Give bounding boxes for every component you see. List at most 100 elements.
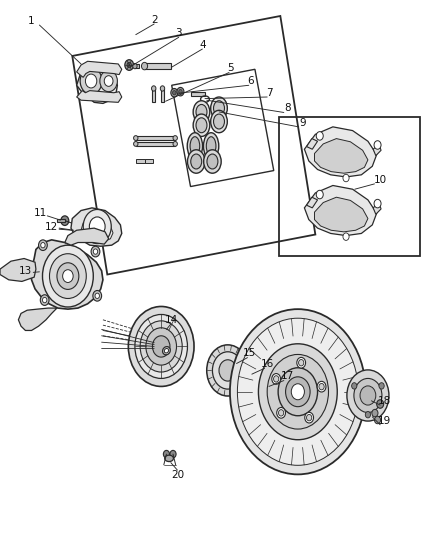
Polygon shape (304, 127, 377, 177)
Circle shape (286, 377, 310, 407)
Polygon shape (65, 228, 109, 245)
Circle shape (219, 360, 237, 381)
Ellipse shape (187, 150, 205, 173)
Ellipse shape (203, 133, 219, 159)
Circle shape (125, 60, 134, 70)
Circle shape (372, 409, 378, 417)
Circle shape (140, 321, 182, 372)
Circle shape (152, 336, 170, 357)
Text: 16: 16 (261, 359, 274, 369)
Ellipse shape (206, 137, 216, 156)
Circle shape (40, 295, 49, 305)
Circle shape (177, 87, 184, 96)
Polygon shape (77, 63, 117, 103)
Ellipse shape (134, 142, 138, 147)
Circle shape (135, 314, 187, 378)
Circle shape (133, 63, 137, 69)
Ellipse shape (214, 114, 224, 129)
Circle shape (39, 240, 47, 251)
Ellipse shape (239, 368, 256, 389)
Circle shape (179, 90, 182, 94)
Polygon shape (18, 308, 57, 330)
Bar (145, 159, 153, 163)
Text: 18: 18 (378, 397, 391, 406)
Circle shape (160, 86, 165, 91)
Circle shape (299, 360, 304, 366)
Circle shape (316, 190, 323, 199)
Text: 13: 13 (19, 266, 32, 276)
Circle shape (42, 245, 93, 307)
Ellipse shape (134, 136, 138, 141)
Polygon shape (304, 185, 377, 236)
Circle shape (297, 358, 306, 368)
Ellipse shape (193, 101, 210, 123)
Polygon shape (71, 208, 122, 246)
Circle shape (146, 328, 177, 365)
Circle shape (343, 174, 349, 182)
Circle shape (163, 450, 170, 458)
Ellipse shape (207, 154, 218, 169)
Ellipse shape (193, 114, 210, 136)
Circle shape (49, 254, 86, 298)
Circle shape (89, 217, 105, 236)
Ellipse shape (242, 372, 253, 385)
Ellipse shape (196, 104, 207, 119)
Polygon shape (307, 139, 318, 149)
Circle shape (237, 318, 358, 465)
Circle shape (343, 233, 349, 240)
Circle shape (141, 62, 148, 70)
Text: 4: 4 (199, 40, 206, 50)
Circle shape (80, 68, 102, 94)
Text: 11: 11 (34, 208, 47, 218)
Circle shape (360, 386, 376, 405)
Ellipse shape (187, 133, 202, 159)
Ellipse shape (196, 118, 207, 133)
Circle shape (267, 354, 328, 429)
Polygon shape (373, 144, 381, 156)
Ellipse shape (204, 150, 221, 173)
Circle shape (91, 246, 100, 257)
Circle shape (152, 86, 156, 91)
Circle shape (279, 410, 284, 416)
Text: 10: 10 (374, 175, 387, 185)
Circle shape (352, 383, 357, 389)
Ellipse shape (173, 142, 177, 147)
Circle shape (347, 370, 389, 421)
Text: 1: 1 (28, 17, 35, 26)
Bar (57, 219, 65, 222)
Circle shape (319, 383, 324, 390)
Bar (136, 142, 175, 146)
Text: 14: 14 (165, 315, 178, 325)
Circle shape (374, 141, 381, 149)
Polygon shape (314, 139, 368, 173)
Circle shape (291, 384, 304, 400)
Circle shape (272, 374, 281, 384)
Circle shape (63, 270, 73, 282)
Circle shape (374, 199, 381, 208)
Circle shape (305, 413, 314, 423)
Polygon shape (240, 368, 255, 389)
Ellipse shape (211, 97, 227, 119)
Circle shape (230, 309, 366, 474)
Circle shape (374, 416, 381, 424)
Circle shape (85, 74, 97, 88)
Text: 20: 20 (171, 471, 184, 480)
Circle shape (316, 132, 323, 140)
Circle shape (379, 383, 384, 389)
Text: 5: 5 (227, 63, 234, 73)
Circle shape (83, 209, 111, 244)
Ellipse shape (191, 154, 201, 169)
Ellipse shape (190, 137, 200, 156)
Text: 9: 9 (300, 118, 307, 127)
Text: 6: 6 (247, 76, 254, 86)
Circle shape (104, 76, 113, 86)
Circle shape (354, 378, 382, 413)
Circle shape (317, 381, 326, 392)
Circle shape (42, 297, 47, 303)
Circle shape (95, 293, 99, 298)
Polygon shape (77, 91, 122, 102)
Polygon shape (81, 219, 113, 242)
Text: 8: 8 (284, 103, 291, 113)
Circle shape (93, 290, 102, 301)
Circle shape (93, 249, 98, 254)
